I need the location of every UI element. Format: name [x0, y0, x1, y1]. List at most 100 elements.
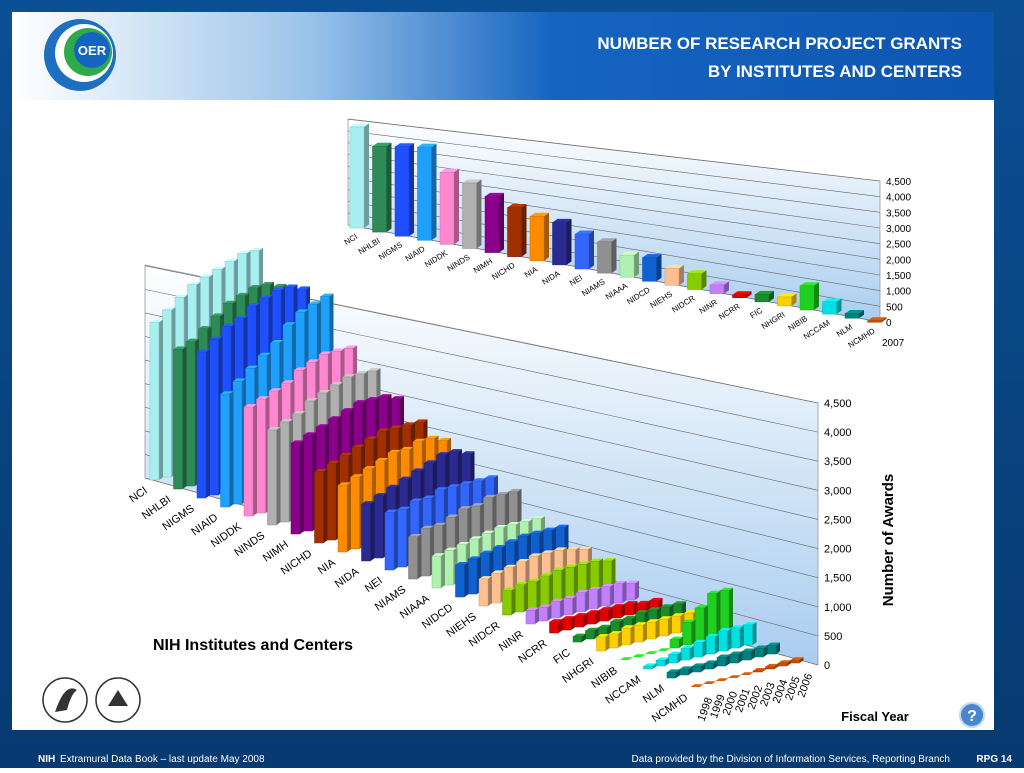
- bar-top: [552, 567, 566, 571]
- bar-top: [471, 503, 484, 506]
- y-tick-label: 1,500: [886, 271, 911, 282]
- bar: [705, 636, 716, 655]
- bar-top: [667, 669, 680, 673]
- bar-side: [454, 168, 459, 245]
- bar: [671, 615, 681, 634]
- bar-top: [247, 303, 260, 306]
- bar: [642, 257, 657, 282]
- y-tick-label: 500: [886, 302, 903, 313]
- bar: [267, 429, 277, 526]
- bar-top: [718, 628, 732, 631]
- bar-side: [791, 293, 797, 306]
- bar-side: [746, 291, 752, 298]
- bar-top: [483, 494, 497, 498]
- bar-side: [774, 663, 779, 669]
- bar: [585, 630, 595, 640]
- bar-top: [649, 597, 663, 601]
- header-bar: [12, 12, 994, 100]
- bar: [718, 630, 728, 652]
- bar-top: [222, 323, 235, 327]
- bar-top: [706, 634, 719, 637]
- bar: [564, 567, 575, 601]
- bar: [279, 421, 290, 523]
- bar-top: [150, 319, 163, 323]
- bar-top: [455, 562, 469, 565]
- bar-top: [175, 294, 188, 298]
- y-tick-label: 4,000: [824, 427, 852, 439]
- bar-top: [493, 544, 506, 548]
- bar-top: [590, 558, 603, 562]
- bar-top: [233, 378, 246, 382]
- bar-top: [599, 607, 613, 610]
- bar: [596, 636, 606, 652]
- bar-top: [461, 451, 475, 455]
- bar-top: [211, 313, 224, 317]
- bar-side: [608, 607, 613, 621]
- bar-top: [433, 522, 447, 526]
- y-tick-label: 4,500: [824, 398, 852, 410]
- bar-top: [273, 283, 287, 287]
- bar-top: [386, 484, 400, 488]
- bar-side: [300, 440, 304, 534]
- bar-top: [532, 515, 545, 519]
- bar-top: [643, 663, 657, 667]
- bar-top: [421, 525, 434, 529]
- bar-side: [370, 501, 375, 561]
- bar-top: [331, 348, 345, 352]
- bar-top: [504, 564, 517, 568]
- bar-top: [200, 274, 213, 278]
- bar-top: [576, 589, 589, 593]
- y-tick-label: 0: [886, 318, 892, 329]
- bar-top: [413, 438, 426, 442]
- bar: [619, 254, 635, 278]
- bar-side: [511, 587, 516, 615]
- bar: [586, 612, 597, 625]
- bar-top: [342, 374, 356, 377]
- bar-side: [611, 558, 616, 591]
- bar-top: [234, 315, 248, 319]
- bar-top: [425, 435, 439, 439]
- bar: [611, 606, 622, 619]
- bar-top: [565, 564, 578, 568]
- bar: [822, 301, 837, 315]
- bar-top: [867, 317, 887, 321]
- bar-side: [740, 625, 744, 648]
- logo-core: [74, 32, 110, 68]
- y-tick-label: 1,500: [824, 573, 852, 585]
- bar: [574, 615, 584, 628]
- bar-top: [845, 310, 864, 314]
- bar-top: [269, 388, 282, 392]
- footer-right: Data provided by the Division of Informa…: [632, 754, 951, 765]
- bar: [669, 639, 680, 649]
- bar-top: [597, 238, 617, 242]
- seal-mark: [108, 690, 128, 706]
- bar-top: [648, 607, 661, 611]
- bar: [563, 598, 573, 616]
- bar: [220, 393, 230, 508]
- bar-top: [377, 428, 390, 432]
- bar: [444, 550, 454, 586]
- bar-top: [446, 514, 459, 518]
- bar-top: [479, 576, 492, 579]
- bar-top: [460, 481, 473, 485]
- bar-side: [881, 317, 887, 323]
- bar-side: [536, 578, 541, 609]
- bar-side: [646, 600, 650, 612]
- bar-top: [800, 282, 819, 286]
- bar-top: [515, 581, 528, 585]
- bar: [625, 583, 636, 601]
- y-tick-label: 1,000: [824, 602, 852, 614]
- bar-top: [765, 663, 779, 667]
- bar-side: [521, 204, 527, 257]
- bar-side: [524, 581, 528, 612]
- bar-top: [507, 521, 520, 525]
- help-button[interactable]: [959, 702, 985, 728]
- bar-side: [596, 610, 600, 624]
- bar-side: [762, 668, 766, 672]
- help-label[interactable]: ?: [967, 708, 977, 725]
- bar: [766, 645, 777, 655]
- bar-top: [681, 645, 694, 649]
- bar-side: [727, 628, 732, 651]
- bar: [209, 339, 219, 496]
- bar-top: [621, 625, 635, 629]
